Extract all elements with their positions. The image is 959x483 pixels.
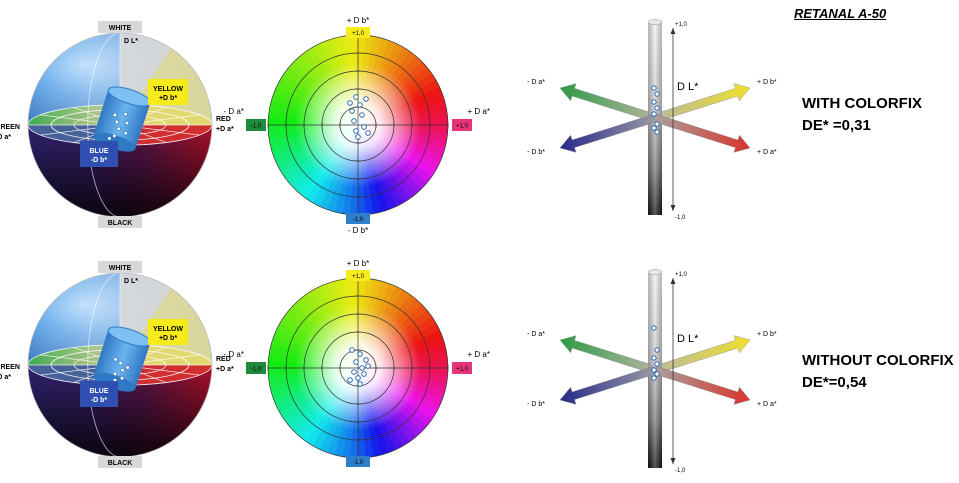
svg-text:-1,0: -1,0 [251,124,262,130]
minus-db-label: - D b* [527,149,545,156]
panel-1-de-value: DE* =0,31 [802,117,871,134]
svg-text:-D b*: -D b* [91,157,108,164]
dl-bottom-label: -1,0 [675,215,686,221]
dl-top-label: +1,0 [675,272,688,278]
blue-label: BLUE -D b* [80,141,118,167]
wheel-bottom-tag: -1,0 [346,456,370,467]
svg-text:-D b*: -D b* [91,397,108,404]
wheel-top-label: + D b* [347,259,369,268]
svg-text:-1,0: -1,0 [251,367,262,373]
plus-db-label: + D b* [757,79,777,86]
svg-text:+1,0: +1,0 [352,274,365,280]
panel-1: WHITE BLACK D L* YELLOW +D b* BLUE -D b* RED +D … [0,16,777,235]
plus-db-arrow [653,83,751,123]
svg-text:BLUE: BLUE [89,148,108,155]
svg-text:YELLOW: YELLOW [153,326,183,333]
red-label: RED [216,116,231,123]
red-label: RED [216,356,231,363]
svg-text:+1,0: +1,0 [352,31,365,37]
minus-da-arrow [559,335,657,375]
white-label: WHITE [98,21,142,33]
dl-axis-label: D L* [677,81,699,93]
black-label: BLACK [98,216,142,228]
color-sphere: WHITE BLACK D L* YELLOW +D b* BLUE -D b* RED +D … [0,21,234,228]
panel-2: WHITE BLACK D L* YELLOW +D b* BLUE -D b* RED +D … [0,259,777,474]
wheel-bottom-tag: -1,0 [346,213,370,224]
chart-title: RETANAL A-50 [794,6,887,21]
minus-da-arrow [559,83,657,123]
color-wheel: +1,0 -1,0 -1,0 +1,0 + D b* - D a* + D a* [224,259,490,467]
wheel-top-label: + D b* [347,16,369,25]
wheel-bottom-label: - D b* [348,226,368,235]
svg-text:+1,0: +1,0 [456,367,469,373]
plus-db-label: + D b* [757,331,777,338]
dl-top-label: +1,0 [675,22,688,28]
panel-1-label: WITH COLORFIX [802,95,922,112]
green-sub-label: -D a* [0,134,11,141]
svg-text:BLACK: BLACK [108,460,133,467]
wheel-top-tag: +1,0 [346,270,370,281]
wheel-left-tag: -1,0 [246,119,266,131]
svg-text:+D b*: +D b* [159,335,177,342]
red-sub-label: +D a* [216,366,234,373]
color-wheel: +1,0 -1,0 -1,0 +1,0 + D b* - D b* - D a* + D a* [224,16,490,235]
svg-text:YELLOW: YELLOW [153,86,183,93]
sphere-dl-label: D L* [124,278,138,285]
wheel-left-label: - D a* [224,107,244,116]
plus-db-arrow [653,335,751,375]
plus-da-label: + D a* [757,149,777,156]
svg-text:-1,0: -1,0 [353,460,364,466]
sphere-dl-label: D L* [124,38,138,45]
wheel-top-tag: +1,0 [346,27,370,38]
plus-da-arrow [653,365,751,405]
green-label: GREEN [0,364,20,371]
green-label: GREEN [0,124,20,131]
tolerance-cylinder [93,86,151,152]
wheel-left-tag: -1,0 [246,362,266,374]
green-sub-label: -D a* [0,374,11,381]
svg-text:BLACK: BLACK [108,220,133,227]
svg-text:+D b*: +D b* [159,95,177,102]
minus-da-label: - D a* [527,79,545,86]
delta-axes-3d: +1,0 -1,0 D L* - D a* + D b* - D b* + D a* [527,269,777,474]
dl-bottom-label: -1,0 [675,468,686,474]
dl-axis-label: D L* [677,333,699,345]
svg-text:WHITE: WHITE [109,25,132,32]
delta-axes-3d: +1,0 -1,0 D L* - D a* + D b* - D b* + D a* [527,19,777,221]
white-label: WHITE [98,261,142,273]
blue-label: BLUE -D b* [80,381,118,407]
yellow-label: YELLOW +D b* [148,319,188,345]
yellow-label: YELLOW +D b* [148,79,188,105]
wheel-right-tag: +1,0 [452,362,472,374]
plus-da-arrow [653,113,751,153]
color-sphere: WHITE BLACK D L* YELLOW +D b* BLUE -D b* RED +D … [0,261,234,468]
svg-text:+1,0: +1,0 [456,124,469,130]
minus-db-arrow [559,113,657,153]
red-sub-label: +D a* [216,126,234,133]
minus-db-arrow [559,365,657,405]
wheel-right-label: + D a* [468,107,490,116]
panel-2-label: WITHOUT COLORFIX [802,352,954,369]
black-label: BLACK [98,456,142,468]
svg-text:-1,0: -1,0 [353,217,364,223]
panel-2-de-value: DE*=0,54 [802,374,867,391]
plus-da-label: + D a* [757,401,777,408]
svg-text:WHITE: WHITE [109,265,132,272]
wheel-left-label: - D a* [224,350,244,359]
wheel-right-tag: +1,0 [452,119,472,131]
wheel-right-label: + D a* [468,350,490,359]
minus-da-label: - D a* [527,331,545,338]
svg-text:BLUE: BLUE [89,388,108,395]
minus-db-label: - D b* [527,401,545,408]
